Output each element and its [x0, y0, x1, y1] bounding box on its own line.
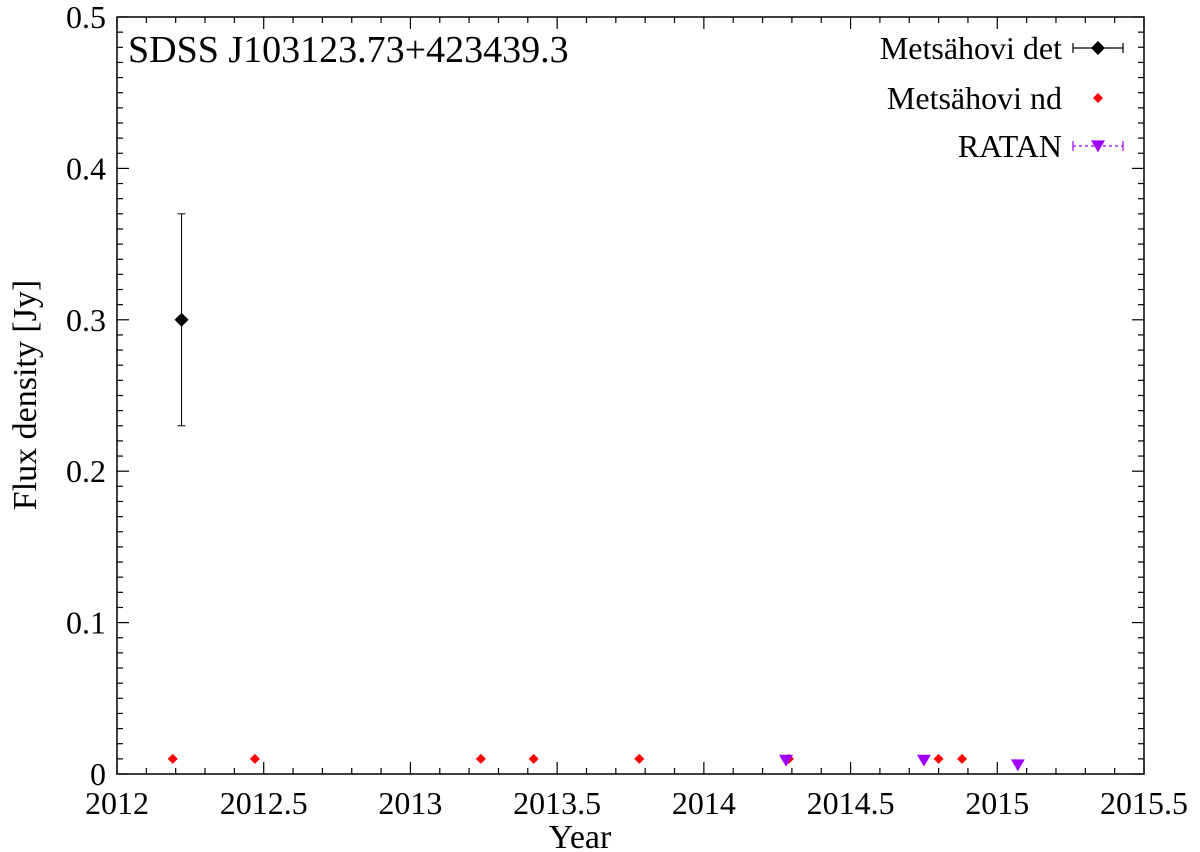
- legend-marker: [1091, 41, 1105, 55]
- x-tick-label: 2012: [85, 785, 149, 821]
- y-tick-label: 0.1: [66, 605, 106, 641]
- x-tick-label: 2014: [672, 785, 736, 821]
- metsahovi-nd-point: [634, 753, 645, 764]
- y-axis-label: Flux density [Jy]: [7, 280, 44, 510]
- axis-ticks: [116, 16, 1145, 775]
- y-tick-label: 0.3: [66, 302, 106, 338]
- ratan-point: [1010, 759, 1025, 772]
- metsahovi-nd-point: [167, 753, 178, 764]
- x-axis-label: Year: [549, 819, 612, 852]
- ratan-point: [916, 754, 931, 767]
- legend-marker: [1091, 140, 1105, 153]
- metsahovi-nd-point: [933, 753, 944, 764]
- y-tick-label: 0.4: [66, 150, 106, 186]
- x-tick-label: 2014.5: [807, 785, 895, 821]
- legend-marker: [1093, 93, 1103, 103]
- x-tick-label: 2012.5: [220, 785, 308, 821]
- ratan-point: [779, 754, 794, 767]
- x-tick-labels: 2012 2012.5 2013 2013.5 2014 2014.5 2015 2015.5: [85, 785, 1188, 821]
- metsahovi-nd-point: [475, 753, 486, 764]
- legend-label: RATAN: [958, 128, 1062, 164]
- x-tick-label: 2013: [378, 785, 442, 821]
- y-tick-label: 0.2: [66, 453, 106, 489]
- metsahovi-det-point: [174, 312, 189, 327]
- metsahovi-nd-point: [528, 753, 539, 764]
- legend-label: Metsähovi nd: [887, 80, 1062, 116]
- x-tick-label: 2013.5: [513, 785, 601, 821]
- x-tick-label: 2015.5: [1100, 785, 1188, 821]
- x-tick-label: 2015: [965, 785, 1029, 821]
- y-tick-label: 0: [90, 756, 106, 792]
- data-marks: [167, 312, 1025, 772]
- legend: Metsähovi det Metsähovi nd RATAN: [880, 30, 1124, 164]
- legend-label: Metsähovi det: [880, 30, 1062, 66]
- metsahovi-nd-point: [249, 753, 260, 764]
- chart-title: SDSS J103123.73+423439.3: [128, 29, 569, 71]
- y-tick-label: 0.5: [66, 0, 106, 35]
- y-tick-labels: 0 0.1 0.2 0.3 0.4 0.5: [66, 0, 106, 792]
- metsahovi-nd-point: [957, 753, 968, 764]
